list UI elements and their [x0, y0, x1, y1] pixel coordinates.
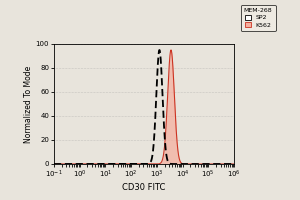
- X-axis label: CD30 FITC: CD30 FITC: [122, 183, 166, 192]
- Legend: SP2, K562: SP2, K562: [241, 5, 276, 31]
- Y-axis label: Normalized To Mode: Normalized To Mode: [24, 65, 33, 143]
